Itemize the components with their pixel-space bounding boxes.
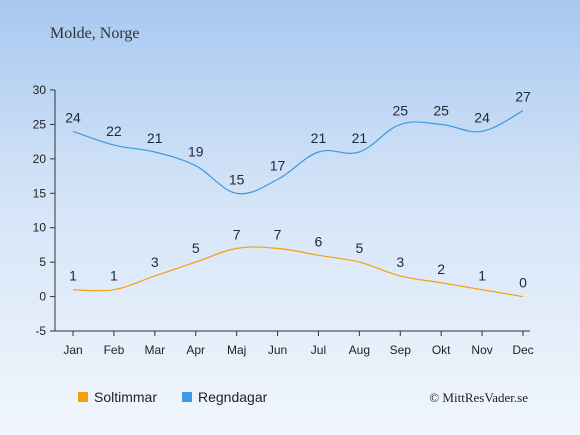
- x-tick-label: Jun: [268, 343, 287, 357]
- data-label-soltimmar: 0: [519, 275, 527, 291]
- series-lines: [72, 110, 524, 298]
- data-label-regndagar: 15: [229, 171, 245, 187]
- legend-swatch-soltimmar: [78, 392, 88, 402]
- data-label-regndagar: 25: [392, 102, 408, 118]
- data-label-soltimmar: 7: [233, 226, 241, 242]
- data-label-regndagar: 21: [147, 130, 163, 146]
- legend-swatch-regndagar: [182, 392, 192, 402]
- data-label-regndagar: 21: [352, 130, 368, 146]
- data-label-soltimmar: 1: [69, 268, 77, 284]
- x-tick-label: Aug: [349, 343, 370, 357]
- x-tick-label: Maj: [227, 343, 246, 357]
- y-tick-label: 0: [39, 290, 46, 304]
- data-label-regndagar: 24: [474, 109, 490, 125]
- series-line-soltimmar: [72, 246, 524, 298]
- y-tick-label: 25: [33, 117, 47, 131]
- legend-label-soltimmar: Soltimmar: [94, 389, 157, 405]
- x-tick-label: Jan: [63, 343, 82, 357]
- chart-title: Molde, Norge: [50, 25, 139, 42]
- data-label-soltimmar: 2: [437, 261, 445, 277]
- y-tick-label: 30: [33, 83, 47, 97]
- series-line-regndagar: [72, 110, 524, 195]
- x-tick-label: Mar: [144, 343, 165, 357]
- data-label-soltimmar: 5: [355, 240, 363, 256]
- data-label-regndagar: 19: [188, 144, 204, 160]
- x-tick-label: Nov: [471, 343, 492, 357]
- x-tick-label: Apr: [186, 343, 205, 357]
- data-label-regndagar: 25: [433, 102, 449, 118]
- data-label-soltimmar: 7: [274, 226, 282, 242]
- x-tick-label: Okt: [432, 343, 451, 357]
- x-tick-label: Jul: [311, 343, 326, 357]
- y-tick-label: 5: [39, 255, 46, 269]
- y-tick-label: 20: [33, 152, 47, 166]
- data-label-soltimmar: 6: [315, 233, 323, 249]
- data-label-regndagar: 22: [106, 123, 122, 139]
- data-label-regndagar: 17: [270, 158, 286, 174]
- x-tick-label: Feb: [104, 343, 125, 357]
- y-tick-label: 10: [33, 221, 47, 235]
- data-label-soltimmar: 5: [192, 240, 200, 256]
- x-tick-label: Sep: [390, 343, 412, 357]
- data-label-regndagar: 27: [515, 89, 531, 105]
- data-label-regndagar: 21: [311, 130, 327, 146]
- data-label-soltimmar: 3: [396, 254, 404, 270]
- data-label-soltimmar: 1: [110, 268, 118, 284]
- copyright-text: © MittResVader.se: [429, 390, 528, 405]
- x-tick-label: Dec: [512, 343, 533, 357]
- legend: Soltimmar Regndagar: [78, 389, 268, 405]
- data-label-regndagar: 24: [65, 109, 81, 125]
- y-tick-label: 15: [33, 186, 47, 200]
- data-label-soltimmar: 1: [478, 268, 486, 284]
- data-label-soltimmar: 3: [151, 254, 159, 270]
- legend-label-regndagar: Regndagar: [198, 389, 268, 405]
- y-tick-label: -5: [35, 324, 46, 338]
